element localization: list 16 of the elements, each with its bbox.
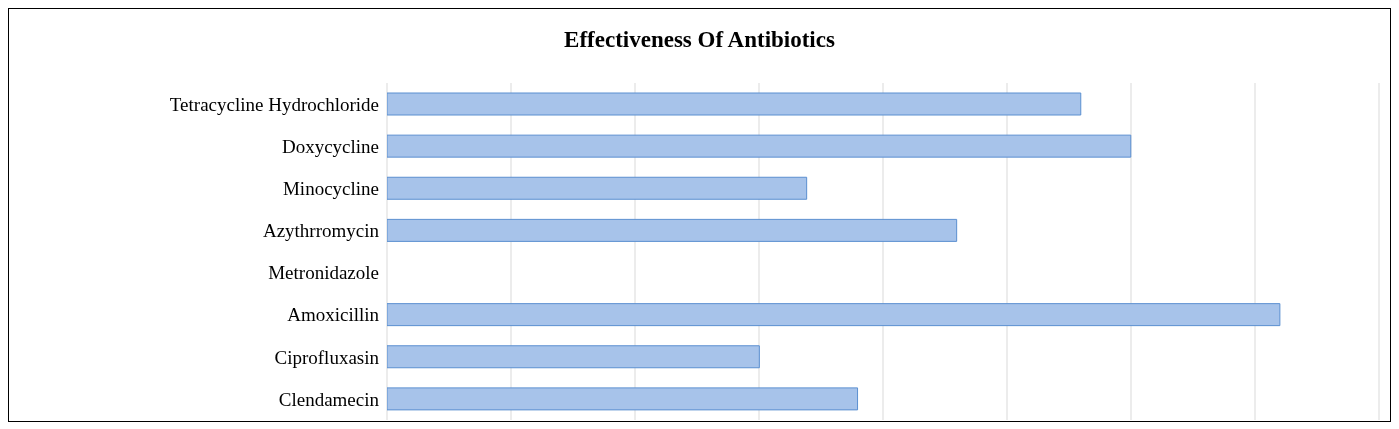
bar: [387, 218, 958, 242]
bar: [387, 176, 808, 200]
bar: [387, 134, 1132, 158]
y-tick-label: Clendamecin: [278, 388, 380, 410]
bar: [387, 303, 1281, 327]
y-tick-label: Azythrromycin: [262, 220, 380, 242]
bar: [387, 92, 1082, 116]
y-tick-label: Metronidazole: [268, 262, 379, 284]
chart-title: Effectiveness Of Antibiotics: [563, 26, 836, 54]
bar: [387, 345, 760, 369]
y-tick-label: Doxycycline: [281, 135, 379, 157]
y-tick-label: Minocycline: [282, 178, 379, 200]
bar: [387, 387, 859, 411]
y-tick-label: Tetracycline Hydrochloride: [169, 93, 379, 115]
y-tick-label: Amoxicillin: [287, 304, 380, 326]
y-tick-label: Ciprofluxasin: [274, 346, 380, 368]
